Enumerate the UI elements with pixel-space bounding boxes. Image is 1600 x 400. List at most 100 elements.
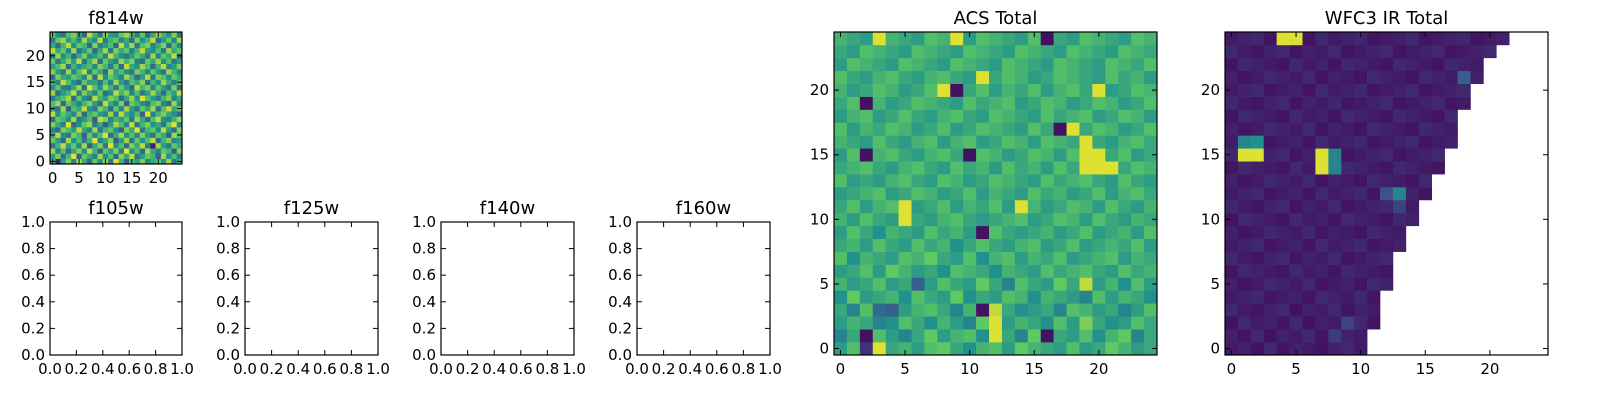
heatmap-cell (834, 109, 848, 123)
heatmap-cell (1118, 238, 1132, 252)
heatmap-cell (924, 135, 938, 149)
heatmap-cell (176, 153, 183, 160)
heatmap-cell (129, 100, 135, 107)
heatmap-cell (129, 90, 135, 96)
heatmap-cell (86, 53, 93, 59)
heatmap-cell (1237, 174, 1252, 188)
heatmap-cell (139, 79, 146, 86)
heatmap-cell (950, 174, 964, 188)
heatmap-cell (60, 42, 67, 49)
heatmap-cell (976, 135, 990, 149)
heatmap-cell (102, 37, 109, 43)
heatmap-cell (171, 153, 178, 160)
heatmap-cell (129, 137, 135, 144)
heatmap-cell (1276, 212, 1290, 227)
heatmap-cell (924, 303, 938, 317)
heatmap-cell (171, 90, 178, 96)
heatmap-cell (71, 142, 77, 149)
heatmap-cell (911, 342, 925, 356)
y-tick-label: 0 (819, 340, 829, 358)
heatmap-cell (102, 142, 109, 149)
heatmap-cell (1328, 225, 1342, 240)
heatmap-cell (60, 32, 67, 38)
heatmap-cell (150, 111, 156, 117)
heatmap-cell (924, 251, 938, 265)
heatmap-cell (1380, 199, 1394, 214)
heatmap-cell (1392, 57, 1407, 72)
heatmap-cell (86, 47, 93, 54)
heatmap-cell (150, 84, 156, 91)
heatmap-cell (118, 116, 125, 123)
heatmap-cell (1237, 212, 1252, 227)
heatmap-cell (71, 158, 77, 165)
heatmap-cell (1250, 109, 1265, 123)
heatmap-cell (911, 225, 925, 240)
heatmap-cell (924, 187, 938, 201)
heatmap-cell (1250, 70, 1265, 84)
heatmap-cell (166, 32, 172, 38)
y-tick-label: 15 (810, 146, 829, 164)
heatmap-cell (65, 142, 72, 149)
heatmap-cell (160, 84, 167, 91)
heatmap-cell (846, 264, 861, 278)
heatmap-cell (171, 47, 178, 54)
heatmap-cell (160, 63, 167, 70)
heatmap-cell (1118, 212, 1132, 227)
y-tick-label: 0.4 (608, 293, 632, 311)
heatmap-cell (134, 58, 141, 64)
heatmap-cell (1444, 122, 1458, 136)
heatmap-cell (108, 63, 114, 70)
heatmap-cell (176, 58, 183, 64)
heatmap-cell (950, 264, 964, 278)
heatmap-cell (92, 142, 98, 149)
heatmap-cell (1367, 57, 1381, 72)
heatmap-cell (924, 57, 938, 72)
heatmap-cell (834, 83, 848, 97)
heatmap-cell (846, 122, 861, 136)
heatmap-cell (1250, 161, 1265, 175)
heatmap-cell (1237, 70, 1252, 84)
heatmap-cell (924, 32, 938, 46)
heatmap-cell (118, 95, 125, 101)
heatmap-cell (1302, 109, 1316, 123)
heatmap-cell (1315, 238, 1329, 252)
heatmap-cell (108, 132, 114, 138)
heatmap-cell (937, 212, 951, 227)
heatmap-cell (846, 303, 861, 317)
heatmap-cell (989, 277, 1003, 291)
heatmap-cell (129, 132, 135, 138)
heatmap-cell (129, 121, 135, 128)
heatmap-cell (963, 277, 977, 291)
heatmap-cell (55, 63, 61, 70)
heatmap-cell (1483, 44, 1497, 59)
heatmap-cell (134, 90, 141, 96)
heatmap-cell (92, 84, 98, 91)
heatmap-cell (1457, 70, 1471, 84)
heatmap-cell (1225, 251, 1239, 265)
heatmap-cell (108, 47, 114, 54)
heatmap-cell (846, 212, 861, 227)
heatmap-cell (60, 116, 67, 123)
heatmap-cell (1444, 70, 1458, 84)
heatmap-cell (1302, 148, 1316, 162)
heatmap-cell (150, 153, 156, 160)
heatmap-cell (65, 148, 72, 154)
heatmap-cell (108, 142, 114, 149)
heatmap-cell (171, 58, 178, 64)
heatmap-cell (1027, 238, 1042, 252)
heatmap-cell (102, 95, 109, 101)
heatmap-cell (92, 111, 98, 117)
heatmap-cell (1392, 238, 1407, 252)
heatmap-cell (65, 84, 72, 91)
heatmap-cell (1315, 277, 1329, 291)
heatmap-cell (885, 96, 899, 110)
heatmap-cell (171, 121, 178, 128)
heatmap-cell (1380, 44, 1394, 59)
heatmap-cell (97, 121, 104, 128)
heatmap-cell (1315, 174, 1329, 188)
heatmap-cell (123, 74, 130, 80)
heatmap-cell (113, 79, 119, 86)
heatmap-cell (176, 47, 183, 54)
heatmap-cell (129, 153, 135, 160)
